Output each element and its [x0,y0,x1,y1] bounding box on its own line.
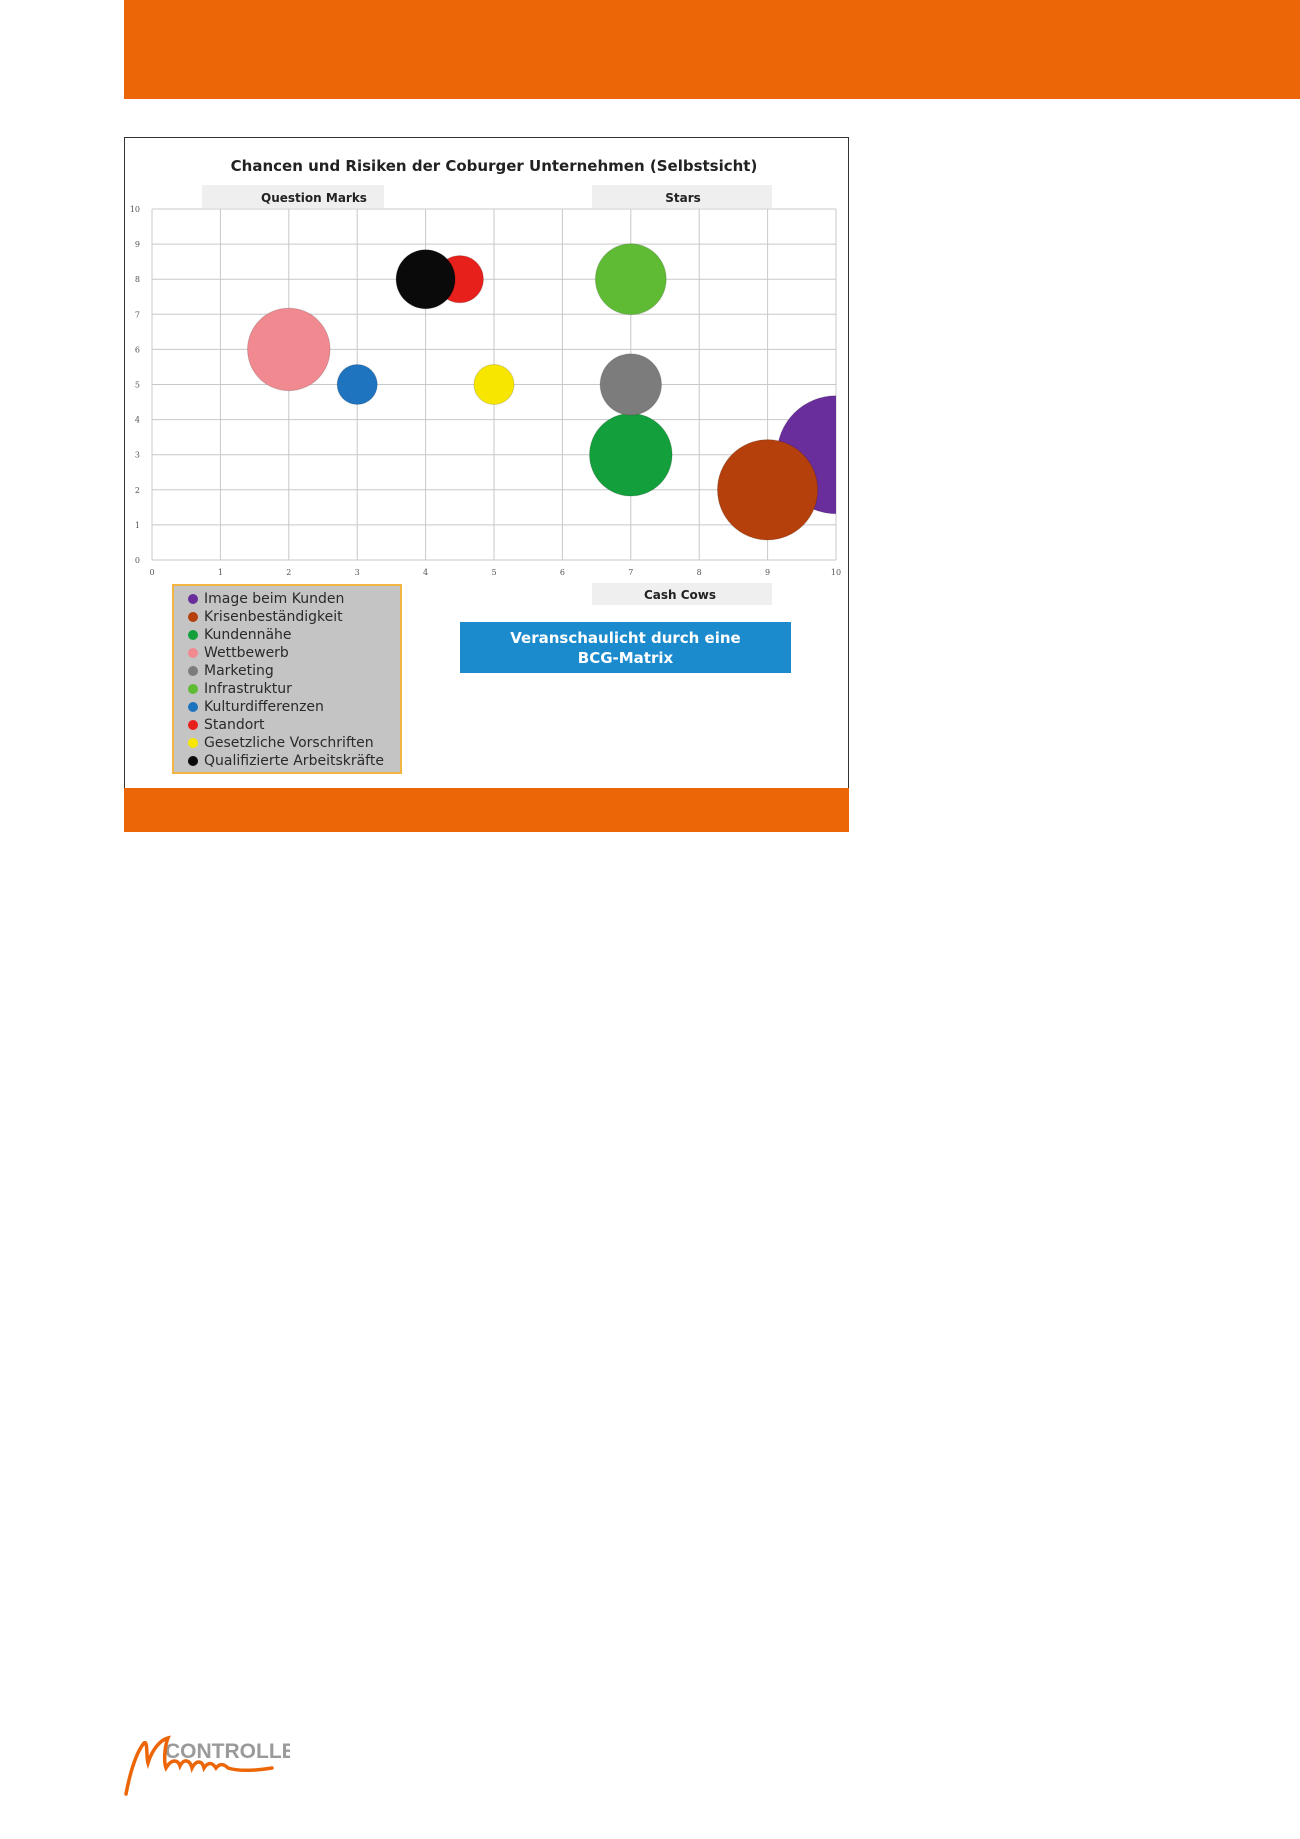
x-tick-label: 8 [697,568,702,577]
x-tick-label: 2 [286,568,291,577]
legend-label: Kulturdifferenzen [204,699,324,715]
bubble-chart: Chancen und Risiken der Coburger Unterne… [130,157,841,605]
legend-item: Wettbewerb [188,644,400,662]
legend-item: Krisenbeständigkeit [188,608,400,626]
legend-item: Gesetzliche Vorschriften [188,734,400,752]
bubble-qualifizierte-arbeitskr-fte [395,249,456,310]
legend-marker [188,648,198,658]
chart-footer-band [124,788,849,832]
quadrant-label-question-marks: Question Marks [261,191,367,205]
quadrant-box-cash-cows [592,583,772,605]
y-tick-label: 4 [135,416,140,425]
x-tick-label: 1 [218,568,223,577]
legend-marker [188,594,198,604]
bcg-callout-box: Veranschaulicht durch eine BCG-Matrix [460,622,791,673]
logo-wordmark: CONTROLLER [165,1740,290,1763]
legend-label: Infrastruktur [204,681,292,697]
chart-legend: Image beim Kunden Krisenbeständigkeit Kund… [172,584,402,774]
x-tick-label: 7 [628,568,633,577]
legend-marker [188,612,198,622]
legend-marker [188,630,198,640]
y-tick-label: 8 [135,275,140,284]
legend-label: Standort [204,717,265,733]
x-tick-label: 10 [831,568,841,577]
legend-item: Marketing [188,662,400,680]
bubble-kundenn-he [589,412,673,497]
x-tick-label: 4 [423,568,428,577]
logo-script [124,1735,274,1796]
legend-item: Qualifizierte Arbeitskräfte [188,752,400,770]
bubble-infrastruktur [594,243,667,316]
legend-marker [188,684,198,694]
legend-marker [188,756,198,766]
y-tick-label: 2 [135,486,140,495]
legend-label: Wettbewerb [204,645,289,661]
quadrant-box-stars [592,185,772,208]
legend-label: Gesetzliche Vorschriften [204,735,374,751]
y-tick-label: 6 [135,345,140,354]
legend-item: Standort [188,716,400,734]
legend-marker [188,720,198,730]
x-tick-label: 6 [560,568,565,577]
header-orange-bar [124,0,1300,99]
legend-item: Infrastruktur [188,680,400,698]
y-tick-label: 0 [135,556,140,565]
quadrant-label-stars: Stars [665,191,701,205]
quadrant-label-cash-cows: Cash Cows [644,588,716,602]
bubble-wettbewerb [247,307,331,392]
callout-line-2: BCG-Matrix [577,648,674,667]
legend-item: Image beim Kunden [188,590,400,608]
x-tick-label: 3 [355,568,360,577]
bubble-gesetzliche-vorschriften [473,363,515,406]
x-tick-label: 9 [765,568,770,577]
legend-marker [188,666,198,676]
bubble-marketing [599,353,662,416]
legend-label: Marketing [204,663,274,679]
y-tick-label: 10 [130,205,140,214]
quadrant-box-question-marks [202,185,384,208]
y-tick-label: 3 [135,451,140,460]
legend-label: Kundennähe [204,627,292,643]
x-tick-label: 5 [491,568,496,577]
y-tick-label: 5 [135,381,140,390]
y-tick-label: 7 [135,310,140,319]
legend-label: Krisenbeständigkeit [204,609,343,625]
legend-label: Image beim Kunden [204,591,345,607]
y-tick-label: 1 [135,521,140,530]
controller-magazin-logo: CONTROLLER [124,1735,290,1796]
legend-item: Kundennähe [188,626,400,644]
legend-item: Kulturdifferenzen [188,698,400,716]
bubble-kulturdifferenzen [336,363,378,406]
legend-label: Qualifizierte Arbeitskräfte [204,753,384,769]
bubble-krisenbest-ndigkeit [716,439,819,541]
y-tick-label: 9 [135,240,140,249]
legend-marker [188,738,198,748]
x-tick-label: 0 [149,568,154,577]
chart-title: Chancen und Risiken der Coburger Unterne… [231,157,758,175]
legend-marker [188,702,198,712]
callout-line-1: Veranschaulicht durch eine [510,628,741,647]
